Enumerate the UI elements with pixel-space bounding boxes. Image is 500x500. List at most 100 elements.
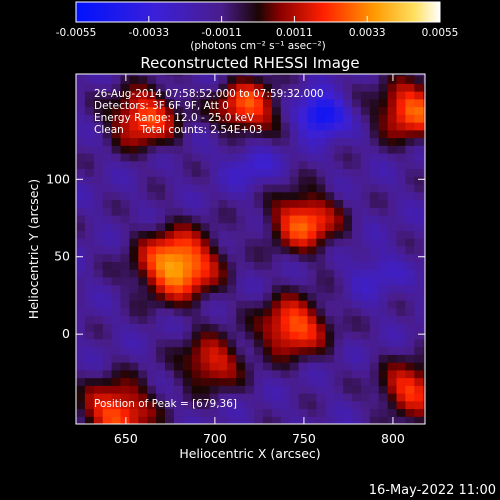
heatmap-cell [262, 238, 273, 247]
heatmap-cell [316, 114, 326, 123]
heatmap-cell [325, 346, 335, 355]
heatmap-cell [147, 122, 157, 131]
heatmap-cell [307, 114, 317, 123]
heatmap-cell [156, 91, 166, 100]
heatmap-cell [343, 199, 353, 208]
heatmap-cell [262, 83, 273, 92]
heatmap-cell [289, 160, 300, 170]
heatmap-cell [182, 98, 193, 108]
colorbar-tick-label: -0.0033 [129, 27, 170, 39]
heatmap-cell [334, 168, 344, 177]
heatmap-cell [182, 338, 193, 348]
heatmap-cell [147, 168, 157, 177]
heatmap-cell [378, 160, 389, 170]
heatmap-cell [378, 74, 389, 77]
heatmap-cell [245, 83, 255, 92]
heatmap-cell [173, 245, 184, 255]
heatmap-cell [387, 91, 398, 100]
heatmap-cell [271, 269, 282, 278]
heatmap-cell [191, 292, 202, 301]
heatmap-cell [369, 408, 380, 417]
heatmap-cell [245, 400, 255, 410]
heatmap-cell [387, 346, 398, 355]
heatmap-cell [369, 199, 380, 208]
heatmap-cell [245, 183, 255, 193]
heatmap-cell [280, 338, 291, 348]
heatmap-cell [423, 214, 425, 224]
heatmap-cell [191, 176, 202, 185]
heatmap-cell [165, 83, 175, 92]
heatmap-cell [147, 400, 157, 410]
heatmap-cell [298, 129, 309, 139]
heatmap-cell [271, 354, 282, 363]
heatmap-cell [289, 214, 300, 224]
heatmap-cell [289, 385, 300, 394]
heatmap-cell [138, 369, 148, 379]
heatmap-cell [307, 207, 317, 216]
heatmap-cell [227, 122, 237, 131]
heatmap-cell [93, 369, 104, 379]
heatmap-cell [307, 74, 317, 77]
heatmap-cell [236, 400, 246, 410]
heatmap-cell [298, 284, 309, 293]
heatmap-cell [262, 137, 273, 146]
colorbar-tick-label: 0.0011 [276, 27, 313, 39]
heatmap-cell [316, 408, 326, 417]
heatmap-cell [405, 385, 415, 394]
heatmap-cell [245, 199, 255, 208]
heatmap-cell [289, 362, 300, 371]
heatmap-cell [298, 199, 309, 208]
heatmap-cell [138, 160, 148, 170]
heatmap-cell [129, 323, 139, 332]
heatmap-cell [307, 152, 317, 162]
heatmap-cell [102, 276, 113, 286]
heatmap-cell [209, 191, 220, 201]
heatmap-cell [147, 369, 157, 379]
heatmap-cell [173, 300, 184, 309]
heatmap-cell [271, 261, 282, 270]
heatmap-cell [93, 137, 104, 146]
heatmap-cell [289, 230, 300, 239]
heatmap-cell [334, 91, 344, 100]
heatmap-cell [236, 238, 246, 247]
heatmap-cell [262, 338, 273, 348]
heatmap-cell [378, 400, 389, 410]
heatmap-cell [182, 83, 193, 92]
heatmap-cell [165, 91, 175, 100]
heatmap-cell [414, 292, 424, 301]
heatmap-cell [262, 408, 273, 417]
heatmap-cell [93, 176, 104, 185]
heatmap-cell [405, 145, 415, 154]
heatmap-cell [289, 276, 300, 286]
heatmap-cell [289, 74, 300, 77]
heatmap-cell [405, 74, 415, 77]
heatmap-cell [307, 98, 317, 108]
heatmap-cell [360, 245, 371, 255]
heatmap-cell [138, 377, 148, 386]
heatmap-cell [280, 176, 291, 185]
heatmap-cell [138, 83, 148, 92]
heatmap-cell [369, 222, 380, 232]
heatmap-cell [227, 222, 237, 232]
heatmap-cell [93, 408, 104, 417]
footer-timestamp: 16-May-2022 11:00 [369, 483, 496, 498]
heatmap-cell [280, 83, 291, 92]
heatmap-cell [289, 191, 300, 201]
heatmap-cell [387, 191, 398, 201]
heatmap-cell [334, 276, 344, 286]
heatmap-cell [271, 152, 282, 162]
heatmap-cell [378, 261, 389, 270]
heatmap-cell [245, 354, 255, 363]
heatmap-cell [191, 230, 202, 239]
heatmap-cell [334, 261, 344, 270]
heatmap-cell [236, 362, 246, 371]
heatmap-cell [165, 199, 175, 208]
heatmap-cell [343, 122, 353, 131]
heatmap-cell [307, 307, 317, 317]
heatmap-cell [102, 98, 113, 108]
heatmap-cell [147, 207, 157, 216]
heatmap-cell [325, 106, 335, 115]
heatmap-cell [396, 83, 407, 92]
heatmap-cell [227, 369, 237, 379]
heatmap-cell [334, 230, 344, 239]
